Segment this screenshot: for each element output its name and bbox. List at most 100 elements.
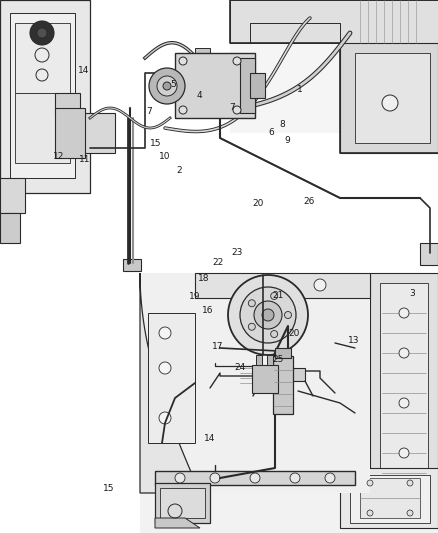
Polygon shape (340, 468, 438, 528)
Polygon shape (175, 53, 255, 118)
Polygon shape (230, 0, 438, 43)
Circle shape (179, 57, 187, 65)
Circle shape (399, 448, 409, 458)
Text: 17: 17 (212, 342, 224, 351)
Text: 2: 2 (177, 166, 182, 175)
Polygon shape (0, 213, 20, 243)
Polygon shape (256, 355, 262, 365)
Polygon shape (80, 113, 115, 153)
Circle shape (399, 348, 409, 358)
Text: 5: 5 (170, 80, 176, 88)
Polygon shape (252, 365, 278, 393)
Bar (420, 243, 438, 265)
Polygon shape (261, 368, 305, 381)
Polygon shape (10, 13, 75, 178)
Text: 22: 22 (212, 258, 224, 266)
Circle shape (163, 82, 171, 90)
Text: 25: 25 (272, 355, 283, 364)
Text: 7: 7 (146, 108, 152, 116)
Text: 26: 26 (304, 197, 315, 206)
Text: 18: 18 (198, 274, 209, 282)
Polygon shape (195, 48, 210, 63)
Circle shape (271, 293, 278, 300)
Circle shape (399, 308, 409, 318)
Polygon shape (195, 273, 370, 298)
Circle shape (367, 480, 373, 486)
Text: 3: 3 (409, 289, 415, 297)
Circle shape (399, 398, 409, 408)
Polygon shape (275, 348, 291, 358)
Text: 4: 4 (197, 92, 202, 100)
Text: 6: 6 (268, 128, 275, 136)
Polygon shape (250, 73, 265, 98)
Circle shape (407, 510, 413, 516)
Polygon shape (155, 471, 355, 485)
Circle shape (285, 311, 292, 319)
Circle shape (250, 473, 260, 483)
Text: 20: 20 (289, 329, 300, 338)
Circle shape (149, 68, 185, 104)
Polygon shape (360, 478, 420, 518)
Text: 10: 10 (159, 152, 170, 161)
Circle shape (240, 287, 296, 343)
Text: 19: 19 (189, 292, 201, 301)
Circle shape (407, 480, 413, 486)
Circle shape (248, 323, 255, 330)
Text: 1: 1 (297, 85, 303, 94)
Polygon shape (230, 0, 438, 133)
Polygon shape (160, 488, 205, 518)
Circle shape (179, 106, 187, 114)
Circle shape (37, 28, 47, 38)
Circle shape (228, 275, 308, 355)
Polygon shape (0, 178, 25, 213)
Polygon shape (15, 93, 70, 163)
Circle shape (159, 362, 171, 374)
Polygon shape (55, 93, 80, 113)
Text: 14: 14 (204, 434, 215, 442)
Polygon shape (350, 475, 430, 523)
Circle shape (271, 330, 278, 337)
Text: 23: 23 (232, 248, 243, 257)
Text: 14: 14 (78, 66, 89, 75)
Text: 15: 15 (103, 484, 114, 492)
Circle shape (233, 106, 241, 114)
Circle shape (325, 473, 335, 483)
Polygon shape (267, 355, 273, 365)
Polygon shape (148, 313, 195, 443)
Circle shape (254, 301, 282, 329)
Circle shape (175, 473, 185, 483)
Polygon shape (240, 58, 255, 113)
Circle shape (262, 309, 274, 321)
Circle shape (382, 95, 398, 111)
Polygon shape (273, 356, 293, 414)
Circle shape (314, 279, 326, 291)
Circle shape (157, 76, 177, 96)
Circle shape (233, 57, 241, 65)
Circle shape (210, 473, 220, 483)
Bar (123, 259, 141, 271)
Circle shape (248, 300, 255, 307)
Circle shape (290, 473, 300, 483)
Polygon shape (15, 23, 70, 93)
Text: 15: 15 (150, 140, 161, 148)
Polygon shape (380, 283, 428, 493)
Text: 24: 24 (234, 364, 246, 372)
Circle shape (159, 412, 171, 424)
Circle shape (367, 510, 373, 516)
Polygon shape (140, 273, 438, 533)
Polygon shape (55, 108, 85, 158)
Text: 11: 11 (79, 156, 90, 164)
Polygon shape (355, 53, 430, 143)
Polygon shape (0, 0, 90, 193)
Circle shape (30, 21, 54, 45)
Polygon shape (370, 273, 438, 503)
Text: 7: 7 (229, 103, 235, 112)
Text: 13: 13 (348, 336, 360, 344)
Polygon shape (155, 483, 210, 523)
Polygon shape (340, 43, 438, 153)
Text: 8: 8 (279, 120, 285, 129)
Polygon shape (155, 518, 200, 528)
Text: 9: 9 (284, 136, 290, 144)
Text: 21: 21 (272, 291, 283, 300)
Polygon shape (140, 273, 370, 493)
